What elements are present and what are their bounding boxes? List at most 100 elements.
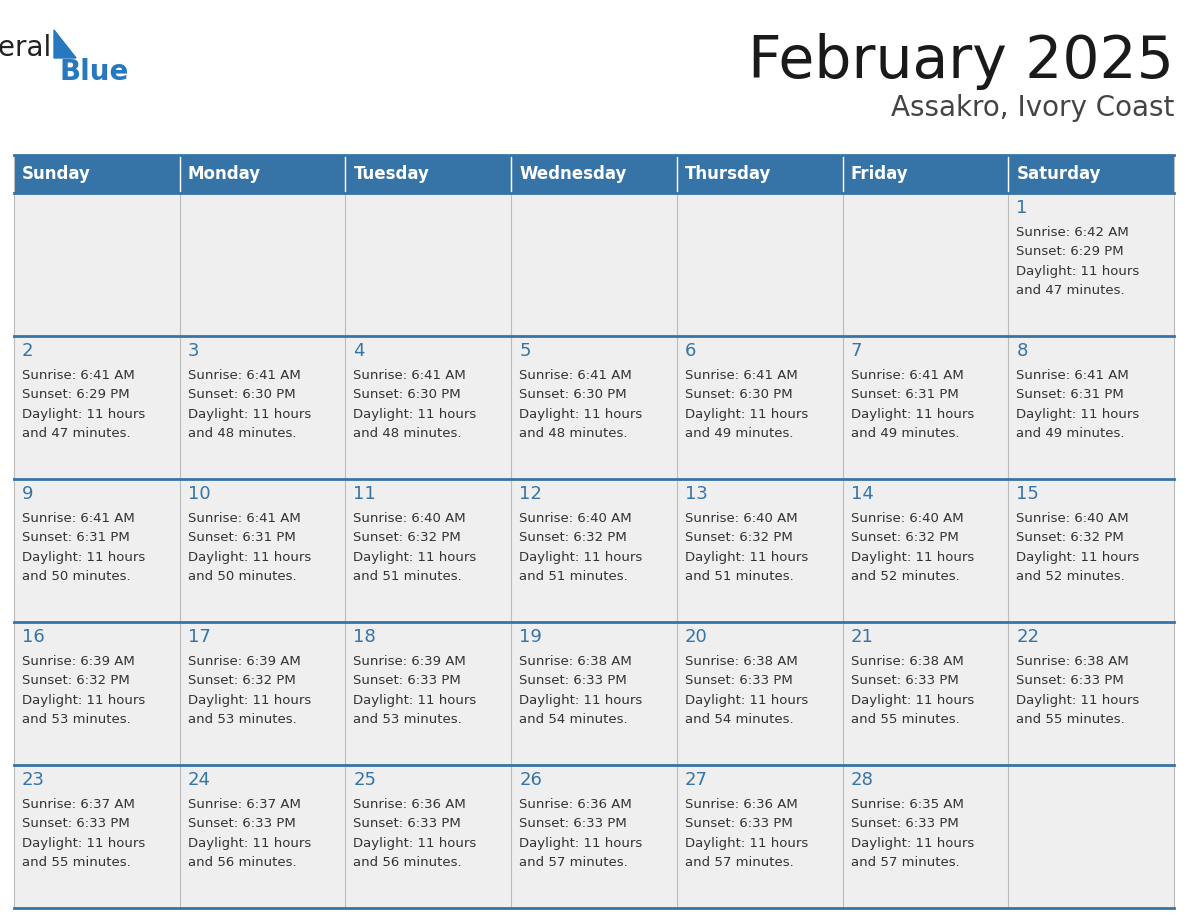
Text: Saturday: Saturday <box>1016 165 1101 183</box>
Bar <box>511 765 677 908</box>
Text: Sunset: 6:31 PM: Sunset: 6:31 PM <box>23 532 129 544</box>
Bar <box>511 193 677 336</box>
Text: Sunrise: 6:38 AM: Sunrise: 6:38 AM <box>519 655 632 668</box>
Text: Sunrise: 6:41 AM: Sunrise: 6:41 AM <box>23 369 134 382</box>
Text: Wednesday: Wednesday <box>519 165 626 183</box>
Text: Sunset: 6:32 PM: Sunset: 6:32 PM <box>23 675 129 688</box>
Text: Sunset: 6:33 PM: Sunset: 6:33 PM <box>851 817 959 831</box>
Bar <box>1009 622 1174 765</box>
Text: and 54 minutes.: and 54 minutes. <box>519 713 627 726</box>
Bar <box>842 193 1009 336</box>
Bar <box>179 193 346 336</box>
Text: Sunrise: 6:41 AM: Sunrise: 6:41 AM <box>684 369 797 382</box>
Text: and 53 minutes.: and 53 minutes. <box>353 713 462 726</box>
Text: and 56 minutes.: and 56 minutes. <box>188 856 296 869</box>
Text: 16: 16 <box>23 628 45 646</box>
Text: Sunrise: 6:38 AM: Sunrise: 6:38 AM <box>684 655 797 668</box>
Bar <box>179 155 346 193</box>
Bar <box>1009 765 1174 908</box>
Bar <box>346 622 511 765</box>
Text: Daylight: 11 hours: Daylight: 11 hours <box>23 551 145 564</box>
Text: Sunset: 6:30 PM: Sunset: 6:30 PM <box>684 388 792 401</box>
Text: 7: 7 <box>851 342 862 360</box>
Text: Sunset: 6:29 PM: Sunset: 6:29 PM <box>23 388 129 401</box>
Text: Sunset: 6:33 PM: Sunset: 6:33 PM <box>1016 675 1124 688</box>
Bar <box>14 155 179 193</box>
Bar <box>14 622 179 765</box>
Text: Sunset: 6:33 PM: Sunset: 6:33 PM <box>519 817 627 831</box>
Text: 21: 21 <box>851 628 873 646</box>
Text: 14: 14 <box>851 485 873 503</box>
Text: 13: 13 <box>684 485 708 503</box>
Text: Sunset: 6:33 PM: Sunset: 6:33 PM <box>684 675 792 688</box>
Text: Daylight: 11 hours: Daylight: 11 hours <box>519 551 643 564</box>
Bar <box>511 479 677 622</box>
Text: Monday: Monday <box>188 165 261 183</box>
Text: Daylight: 11 hours: Daylight: 11 hours <box>353 408 476 420</box>
Text: Daylight: 11 hours: Daylight: 11 hours <box>1016 551 1139 564</box>
Text: and 53 minutes.: and 53 minutes. <box>23 713 131 726</box>
Text: Sunset: 6:33 PM: Sunset: 6:33 PM <box>353 817 461 831</box>
Text: Sunrise: 6:40 AM: Sunrise: 6:40 AM <box>519 512 632 525</box>
Text: Sunset: 6:30 PM: Sunset: 6:30 PM <box>188 388 296 401</box>
Text: Daylight: 11 hours: Daylight: 11 hours <box>188 836 311 850</box>
Text: Sunset: 6:32 PM: Sunset: 6:32 PM <box>353 532 461 544</box>
Text: Daylight: 11 hours: Daylight: 11 hours <box>23 836 145 850</box>
Bar <box>842 336 1009 479</box>
Text: Sunrise: 6:36 AM: Sunrise: 6:36 AM <box>519 798 632 811</box>
Text: and 51 minutes.: and 51 minutes. <box>519 570 628 583</box>
Text: 9: 9 <box>23 485 33 503</box>
Text: Daylight: 11 hours: Daylight: 11 hours <box>851 551 974 564</box>
Text: 19: 19 <box>519 628 542 646</box>
Text: Sunrise: 6:41 AM: Sunrise: 6:41 AM <box>851 369 963 382</box>
Text: Sunset: 6:33 PM: Sunset: 6:33 PM <box>23 817 129 831</box>
Text: February 2025: February 2025 <box>748 33 1174 91</box>
Text: 6: 6 <box>684 342 696 360</box>
Bar <box>842 155 1009 193</box>
Text: Sunrise: 6:41 AM: Sunrise: 6:41 AM <box>23 512 134 525</box>
Text: Sunset: 6:32 PM: Sunset: 6:32 PM <box>1016 532 1124 544</box>
Text: 10: 10 <box>188 485 210 503</box>
Text: Sunrise: 6:41 AM: Sunrise: 6:41 AM <box>188 369 301 382</box>
Text: Daylight: 11 hours: Daylight: 11 hours <box>851 694 974 707</box>
Bar <box>179 336 346 479</box>
Text: and 57 minutes.: and 57 minutes. <box>519 856 628 869</box>
Text: Sunrise: 6:40 AM: Sunrise: 6:40 AM <box>684 512 797 525</box>
Text: Sunset: 6:32 PM: Sunset: 6:32 PM <box>684 532 792 544</box>
Text: and 49 minutes.: and 49 minutes. <box>851 427 959 440</box>
Bar <box>1009 193 1174 336</box>
Text: Daylight: 11 hours: Daylight: 11 hours <box>353 694 476 707</box>
Bar <box>677 622 842 765</box>
Text: Sunrise: 6:36 AM: Sunrise: 6:36 AM <box>684 798 797 811</box>
Text: 18: 18 <box>353 628 377 646</box>
Text: Sunrise: 6:38 AM: Sunrise: 6:38 AM <box>851 655 963 668</box>
Text: Daylight: 11 hours: Daylight: 11 hours <box>684 408 808 420</box>
Polygon shape <box>53 30 76 58</box>
Text: Friday: Friday <box>851 165 908 183</box>
Text: Sunrise: 6:41 AM: Sunrise: 6:41 AM <box>353 369 466 382</box>
Text: Sunset: 6:32 PM: Sunset: 6:32 PM <box>188 675 296 688</box>
Text: and 52 minutes.: and 52 minutes. <box>1016 570 1125 583</box>
Text: Daylight: 11 hours: Daylight: 11 hours <box>1016 408 1139 420</box>
Text: and 48 minutes.: and 48 minutes. <box>188 427 296 440</box>
Text: 23: 23 <box>23 771 45 789</box>
Bar <box>677 193 842 336</box>
Text: Sunday: Sunday <box>23 165 90 183</box>
Text: and 47 minutes.: and 47 minutes. <box>23 427 131 440</box>
Text: 2: 2 <box>23 342 33 360</box>
Text: 15: 15 <box>1016 485 1040 503</box>
Text: Sunrise: 6:41 AM: Sunrise: 6:41 AM <box>188 512 301 525</box>
Text: Sunrise: 6:37 AM: Sunrise: 6:37 AM <box>23 798 135 811</box>
Bar <box>1009 336 1174 479</box>
Text: 12: 12 <box>519 485 542 503</box>
Text: 4: 4 <box>353 342 365 360</box>
Text: Daylight: 11 hours: Daylight: 11 hours <box>1016 694 1139 707</box>
Text: 20: 20 <box>684 628 708 646</box>
Text: and 57 minutes.: and 57 minutes. <box>851 856 960 869</box>
Bar <box>511 336 677 479</box>
Bar <box>346 479 511 622</box>
Text: Daylight: 11 hours: Daylight: 11 hours <box>188 551 311 564</box>
Text: and 53 minutes.: and 53 minutes. <box>188 713 297 726</box>
Text: 3: 3 <box>188 342 200 360</box>
Bar <box>14 765 179 908</box>
